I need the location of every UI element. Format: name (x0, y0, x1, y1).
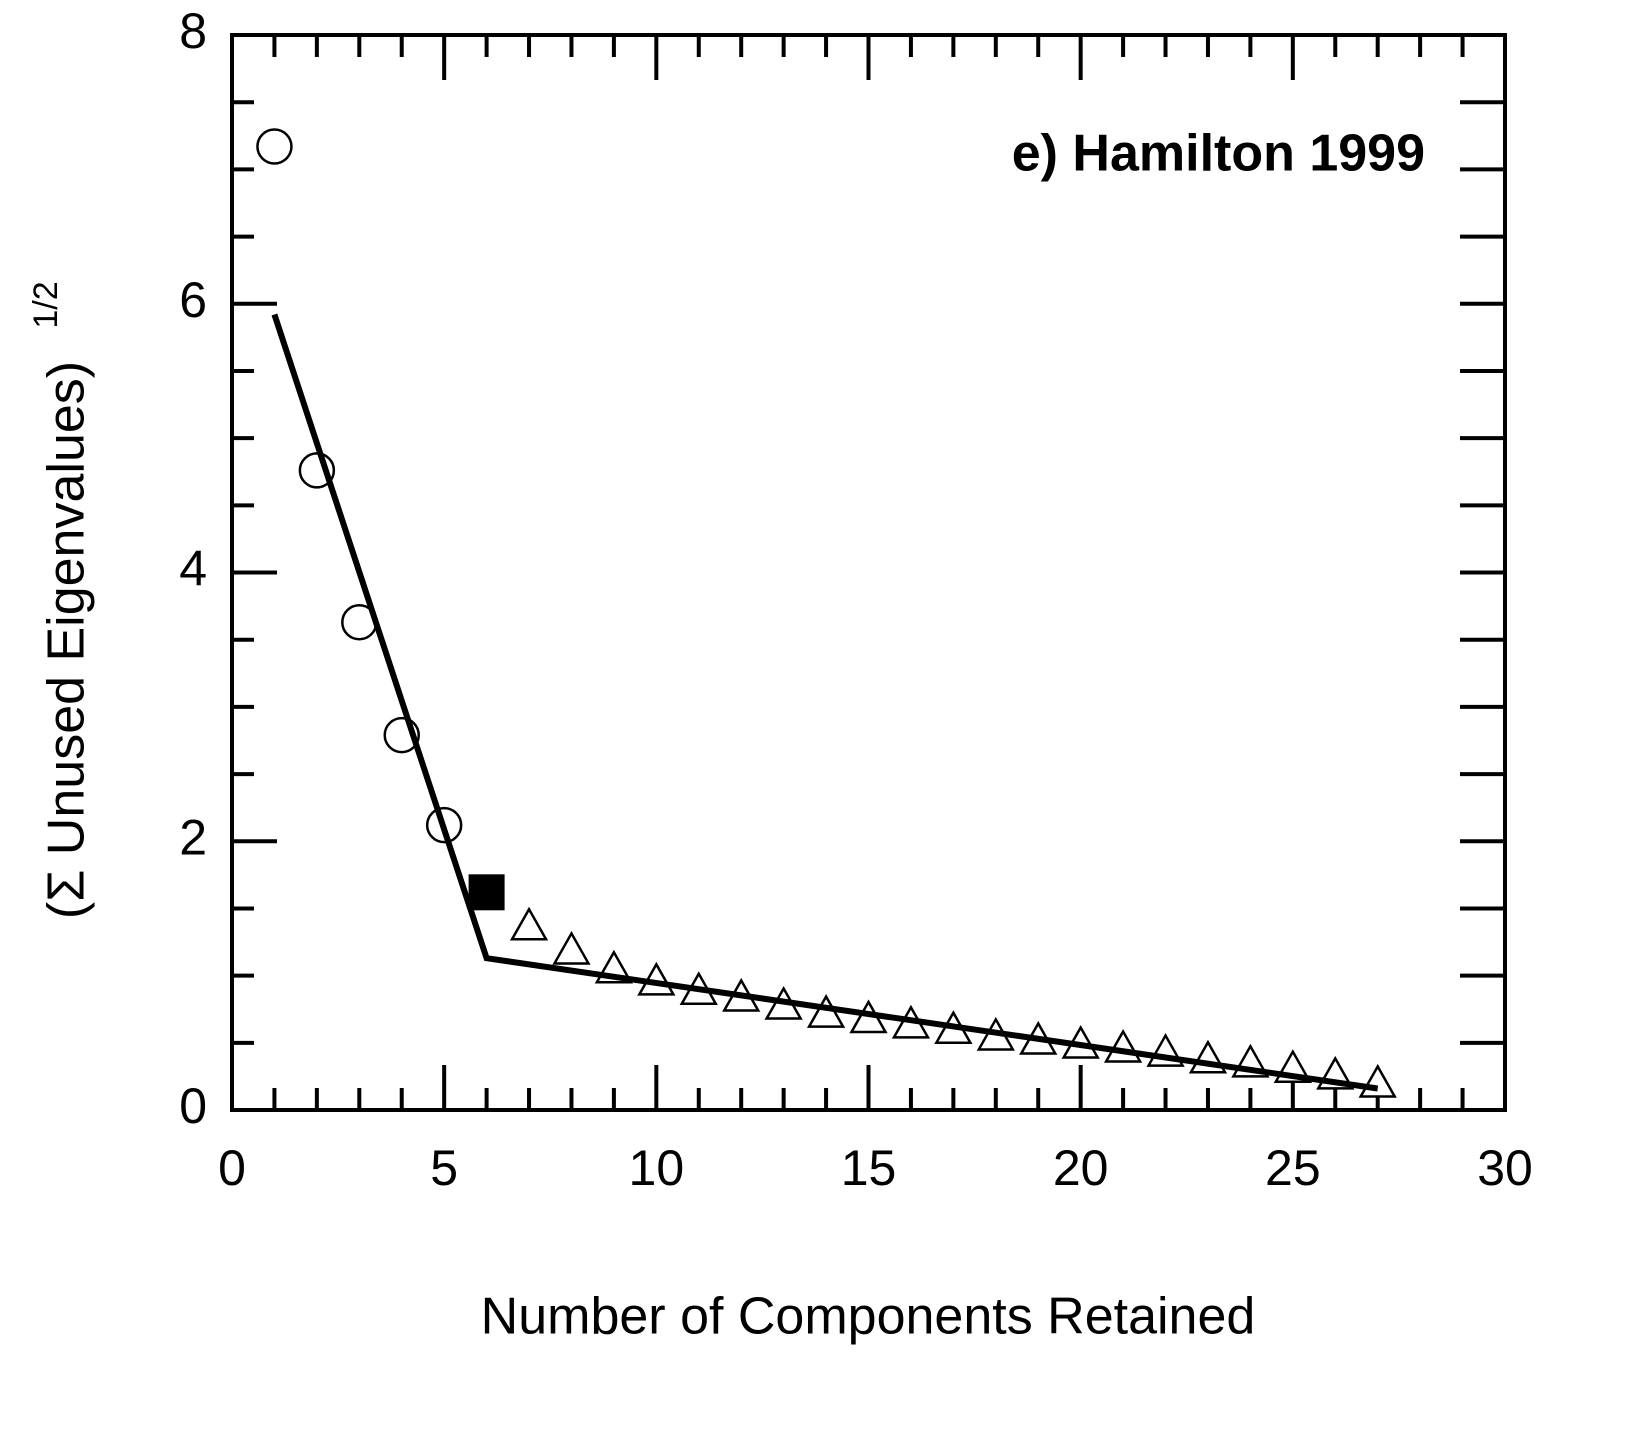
y-tick-label: 0 (179, 1078, 207, 1134)
x-tick-label: 0 (218, 1140, 246, 1196)
y-axis-label: (Σ Unused Eigenvalues) (38, 361, 96, 919)
triangle-point (509, 906, 549, 941)
fit-line (271, 313, 1379, 1092)
x-tick-label: 10 (629, 1140, 685, 1196)
y-axis-label-group: (Σ Unused Eigenvalues) 1/2 (27, 281, 96, 919)
circle-point (256, 128, 293, 165)
x-tick-label: 5 (430, 1140, 458, 1196)
square-point (468, 874, 505, 911)
y-tick-label: 8 (179, 3, 207, 59)
x-tick-label: 15 (841, 1140, 897, 1196)
annotation: e) Hamilton 1999 (1012, 125, 1425, 183)
x-tick-label: 20 (1053, 1140, 1109, 1196)
y-tick-label: 2 (179, 809, 207, 865)
y-axis-label-superscript: 1/2 (27, 281, 65, 328)
x-tick-label: 30 (1477, 1140, 1533, 1196)
triangle-point (552, 930, 591, 965)
x-axis-label: Number of Components Retained (481, 1288, 1256, 1346)
plot-frame (230, 33, 1507, 1112)
y-tick-label: 4 (179, 541, 207, 597)
y-tick-label: 6 (179, 272, 207, 328)
x-tick-label: 25 (1265, 1140, 1321, 1196)
triangle-point (1358, 1063, 1397, 1098)
